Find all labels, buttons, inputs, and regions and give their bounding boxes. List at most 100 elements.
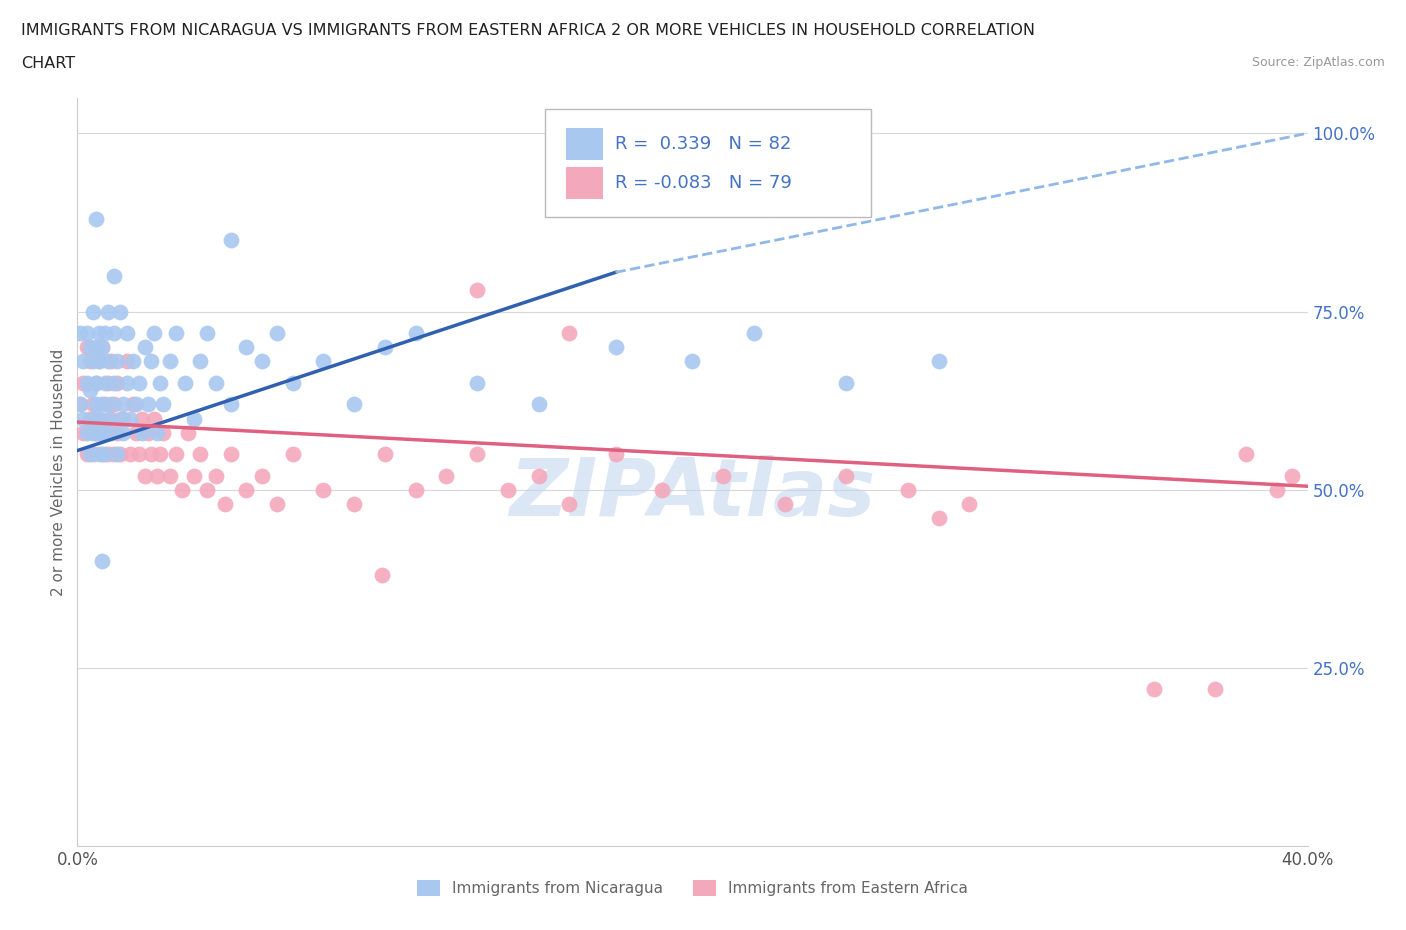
- Point: [374, 339, 396, 354]
- Point: [90, 553, 114, 568]
- Point: [219, 446, 242, 461]
- Point: [87, 326, 110, 340]
- Point: [165, 446, 187, 461]
- Point: [97, 354, 120, 369]
- Point: [87, 354, 110, 369]
- Point: [103, 446, 125, 461]
- Point: [527, 468, 550, 483]
- Point: [1234, 446, 1257, 461]
- Point: [76, 376, 98, 391]
- Point: [141, 446, 163, 461]
- Point: [312, 483, 335, 498]
- Point: [134, 468, 156, 483]
- Point: [250, 354, 273, 369]
- Point: [312, 354, 335, 369]
- Text: Source: ZipAtlas.com: Source: ZipAtlas.com: [1251, 56, 1385, 69]
- Point: [90, 339, 114, 354]
- Text: IMMIGRANTS FROM NICARAGUA VS IMMIGRANTS FROM EASTERN AFRICA 2 OR MORE VEHICLES I: IMMIGRANTS FROM NICARAGUA VS IMMIGRANTS …: [21, 23, 1035, 38]
- Text: CHART: CHART: [21, 56, 75, 71]
- Point: [219, 397, 242, 412]
- Point: [204, 468, 226, 483]
- Point: [82, 411, 104, 426]
- Point: [84, 376, 107, 391]
- Legend: Immigrants from Nicaragua, Immigrants from Eastern Africa: Immigrants from Nicaragua, Immigrants fr…: [411, 874, 974, 902]
- Point: [100, 397, 122, 412]
- Point: [928, 511, 950, 525]
- Point: [69, 397, 91, 412]
- Point: [465, 376, 488, 391]
- Point: [118, 411, 141, 426]
- Point: [76, 446, 98, 461]
- Point: [76, 339, 98, 354]
- Point: [605, 339, 627, 354]
- Point: [405, 326, 427, 340]
- Point: [1281, 468, 1303, 483]
- Point: [183, 468, 205, 483]
- Point: [204, 376, 226, 391]
- Point: [773, 497, 796, 512]
- Point: [87, 446, 110, 461]
- Point: [87, 411, 110, 426]
- Point: [69, 397, 91, 412]
- Point: [97, 304, 120, 319]
- Point: [405, 483, 427, 498]
- Point: [94, 425, 117, 440]
- Point: [136, 397, 159, 412]
- Point: [742, 326, 765, 340]
- Point: [72, 425, 94, 440]
- Point: [79, 446, 101, 461]
- Point: [90, 446, 114, 461]
- Point: [235, 339, 257, 354]
- Point: [82, 425, 104, 440]
- Point: [115, 354, 138, 369]
- Point: [97, 446, 120, 461]
- Point: [146, 425, 169, 440]
- Point: [159, 354, 181, 369]
- Point: [121, 397, 143, 412]
- Point: [159, 468, 181, 483]
- Point: [97, 376, 120, 391]
- Point: [266, 497, 288, 512]
- Point: [235, 483, 257, 498]
- Point: [87, 354, 110, 369]
- Point: [100, 411, 122, 426]
- Text: R =  0.339   N = 82: R = 0.339 N = 82: [614, 135, 792, 153]
- Point: [82, 304, 104, 319]
- Text: R = -0.083   N = 79: R = -0.083 N = 79: [614, 174, 792, 192]
- Point: [174, 376, 197, 391]
- Point: [79, 382, 101, 397]
- Point: [125, 425, 148, 440]
- Point: [146, 468, 169, 483]
- Point: [115, 376, 138, 391]
- Point: [105, 354, 128, 369]
- Point: [90, 339, 114, 354]
- Point: [103, 376, 125, 391]
- Point: [281, 446, 304, 461]
- Point: [371, 568, 394, 583]
- Point: [343, 497, 366, 512]
- Point: [149, 376, 172, 391]
- Point: [527, 397, 550, 412]
- Point: [250, 468, 273, 483]
- Point: [82, 397, 104, 412]
- Point: [897, 483, 920, 498]
- Point: [84, 211, 107, 226]
- Bar: [565, 167, 603, 199]
- Point: [112, 397, 135, 412]
- Point: [121, 354, 143, 369]
- Point: [90, 397, 114, 412]
- Point: [195, 483, 218, 498]
- Point: [711, 468, 734, 483]
- Point: [84, 425, 107, 440]
- Point: [928, 354, 950, 369]
- Point: [72, 411, 94, 426]
- Point: [136, 425, 159, 440]
- Point: [835, 376, 858, 391]
- Point: [103, 326, 125, 340]
- Point: [131, 425, 153, 440]
- Point: [84, 339, 107, 354]
- Point: [219, 232, 242, 247]
- Point: [84, 425, 107, 440]
- Point: [143, 411, 166, 426]
- Point: [957, 497, 980, 512]
